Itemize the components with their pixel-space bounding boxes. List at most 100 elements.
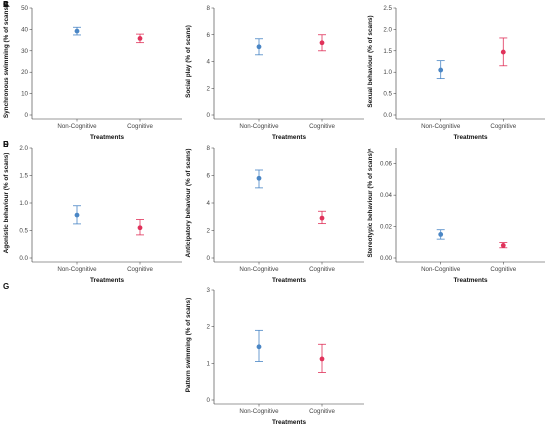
y-tick-label: 6 (207, 173, 211, 180)
series-cognitive (499, 37, 508, 67)
x-tick-label: Cognitive (127, 123, 153, 130)
y-tick-label: 1.0 (383, 69, 392, 76)
y-tick-label: 2 (207, 228, 211, 235)
series-cognitive (499, 242, 508, 249)
mean-point (438, 67, 444, 73)
y-tick-label: 50 (21, 5, 28, 12)
series-non-cognitive (73, 26, 81, 36)
x-tick-label: Non-Cognitive (239, 408, 279, 415)
y-tick-label: 0.02 (380, 224, 393, 231)
mean-point (137, 35, 143, 41)
series-cognitive (318, 343, 326, 373)
x-axis-title: Treatments (272, 277, 307, 284)
series-cognitive (318, 210, 326, 225)
panel-d: D 0.0 0.5 1.0 1.5 2.0 Non-Cognitive CognitiveTr… (3, 140, 182, 284)
mean-point (256, 175, 262, 181)
series-non-cognitive (73, 205, 81, 225)
x-axis-title: Treatments (453, 277, 488, 284)
series-non-cognitive (436, 229, 445, 240)
y-tick-label: 2.0 (19, 145, 28, 152)
y-tick-label: 20 (21, 69, 28, 76)
mean-point (74, 212, 80, 218)
y-tick-label: 0.0 (19, 255, 28, 262)
y-axis-title: Synchronous swimming (% of scans) (3, 5, 10, 118)
panel-letter: G (3, 282, 9, 291)
mean-point (319, 215, 325, 221)
mean-point (74, 28, 80, 34)
y-tick-label: 8 (207, 5, 211, 12)
y-tick-label: 0.06 (380, 161, 393, 168)
y-axis-title: Stereotypic behaviour (% of scans)ᵃ (367, 148, 374, 258)
x-tick-label: Cognitive (309, 408, 335, 415)
y-tick-label: 30 (21, 48, 28, 55)
x-tick-label: Non-Cognitive (57, 123, 97, 130)
y-tick-label: 3 (207, 287, 211, 294)
y-tick-label: 6 (207, 32, 211, 39)
y-tick-label: 0.04 (380, 192, 393, 199)
x-tick-label: Cognitive (127, 266, 153, 273)
x-axis-title: Treatments (90, 277, 125, 284)
y-axis-title: Pattern swimming (% of scans) (185, 298, 192, 392)
panel-letter: D (3, 140, 9, 149)
mean-point (319, 356, 325, 362)
panel-letter: E (3, 140, 9, 149)
y-tick-label: 0.00 (380, 255, 393, 262)
series-non-cognitive (255, 329, 263, 362)
y-tick-label: 1.0 (19, 200, 28, 207)
x-tick-label: Cognitive (490, 123, 516, 130)
y-axis-title: Anticipatory behaviour (% of scans) (185, 148, 192, 257)
y-tick-label: 0 (207, 397, 211, 404)
y-axis-title: Social play (% of scans) (185, 25, 192, 98)
x-axis-title: Treatments (453, 134, 488, 141)
series-cognitive (136, 219, 144, 236)
y-tick-label: 1 (207, 360, 211, 367)
x-tick-label: Cognitive (309, 123, 335, 130)
y-tick-label: 2 (207, 85, 211, 92)
y-tick-label: 0 (207, 255, 211, 262)
y-tick-label: 4 (207, 59, 211, 66)
mean-point (256, 44, 262, 50)
x-axis-title: Treatments (90, 134, 125, 141)
x-tick-label: Non-Cognitive (421, 123, 461, 130)
y-tick-label: 1.5 (383, 48, 392, 55)
panel-a: A 0 10 20 30 40 50 Non-Cognitive CognitiveTreatm… (3, 0, 182, 141)
mean-point (500, 49, 506, 55)
y-axis-title: Sexual behaviour (% of scans) (367, 15, 374, 107)
y-tick-label: 0 (207, 112, 211, 119)
mean-point (256, 344, 262, 350)
y-tick-label: 2.0 (383, 26, 392, 33)
y-tick-label: 8 (207, 145, 211, 152)
x-axis-title: Treatments (272, 134, 307, 141)
y-tick-label: 0 (25, 112, 29, 119)
x-tick-label: Non-Cognitive (239, 123, 279, 130)
y-tick-label: 1.5 (19, 173, 28, 180)
x-axis-title: Treatments (272, 419, 307, 426)
x-tick-label: Cognitive (490, 266, 516, 273)
mean-point (500, 243, 506, 248)
x-tick-label: Cognitive (309, 266, 335, 273)
panel-letter: B (3, 0, 9, 9)
y-axis-title: Agonistic behaviour (% of scans) (3, 153, 10, 254)
x-tick-label: Non-Cognitive (57, 266, 97, 273)
x-tick-label: Non-Cognitive (421, 266, 461, 273)
panel-c: C 0.0 0.5 1.0 1.5 2.0 2.5 Non-Cognitive Cognitiv… (3, 0, 545, 141)
x-tick-label: Non-Cognitive (239, 266, 279, 273)
series-non-cognitive (436, 60, 445, 80)
series-cognitive (136, 33, 144, 44)
series-non-cognitive (255, 169, 263, 189)
series-non-cognitive (255, 38, 263, 56)
panel-letter: A (3, 0, 9, 9)
y-tick-label: 2 (207, 324, 211, 331)
mean-point (137, 225, 143, 231)
y-tick-label: 0.0 (383, 112, 392, 119)
y-tick-label: 0.5 (19, 228, 28, 235)
mean-point (438, 232, 444, 237)
panel-letter: F (3, 140, 8, 149)
y-tick-label: 4 (207, 200, 211, 207)
mean-point (319, 40, 325, 46)
y-tick-label: 0.5 (383, 91, 392, 98)
